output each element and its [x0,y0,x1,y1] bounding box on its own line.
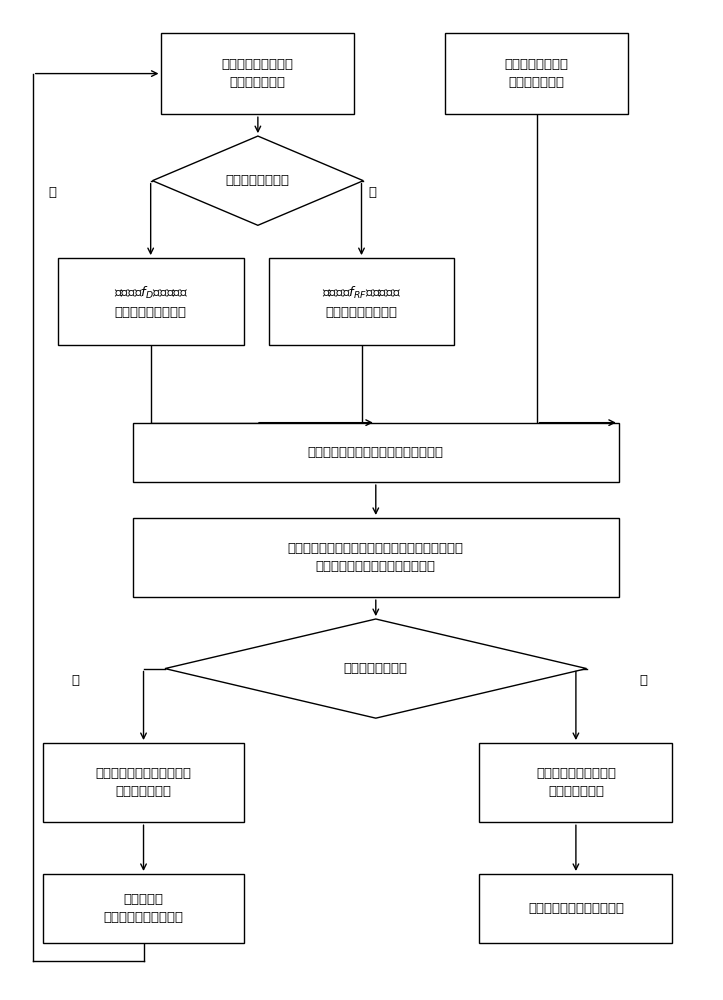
Bar [133,423,619,482]
Text: 利用读激光器产生
一束啁啾光信号: 利用读激光器产生 一束啁啾光信号 [505,58,568,89]
Text: 是否用于频率定标: 是否用于频率定标 [344,662,408,675]
Polygon shape [153,136,363,225]
Bar [479,874,672,943]
Text: 测量定标已调光信号形成的
光谱烧孔处时间: 测量定标已调光信号形成的 光谱烧孔处时间 [95,767,192,798]
Text: 利用光路控制光入射稀土掺杂晶体材料: 利用光路控制光入射稀土掺杂晶体材料 [308,446,444,459]
Text: 频率定标和
计算频率时间映射关系: 频率定标和 计算频率时间映射关系 [103,893,184,924]
Text: 利用待测激光器产生
一束待测光信号: 利用待测激光器产生 一束待测光信号 [222,58,294,89]
Text: 否: 否 [368,186,376,199]
Bar [161,33,354,114]
Text: 是: 是 [48,186,57,199]
Text: 计算待测激光器频率漂移量: 计算待测激光器频率漂移量 [528,902,624,915]
Text: 测量已调光信号形成的
光谱烧孔处时间: 测量已调光信号形成的 光谱烧孔处时间 [536,767,616,798]
Bar [43,874,244,943]
Text: 将频率为$f_D$的射频信号
调制到待测光信号上: 将频率为$f_D$的射频信号 调制到待测光信号上 [114,285,188,319]
Text: 否: 否 [640,674,648,687]
Bar [479,743,672,822]
Bar [58,258,244,345]
Bar [133,518,619,597]
Text: 将频率为$f_{RF}$的射频信号
调制到待测光信号上: 将频率为$f_{RF}$的射频信号 调制到待测光信号上 [322,285,401,319]
Polygon shape [165,619,586,718]
Text: 经探测、采样后获得的定标已调光信号形成的光谱
烧孔或已调光信号形成的光谱烧孔: 经探测、采样后获得的定标已调光信号形成的光谱 烧孔或已调光信号形成的光谱烧孔 [288,542,463,573]
Bar [43,743,244,822]
Text: 是: 是 [72,674,80,687]
Text: 是否用于频率定标: 是否用于频率定标 [226,174,290,187]
Bar [268,258,455,345]
Bar [445,33,628,114]
